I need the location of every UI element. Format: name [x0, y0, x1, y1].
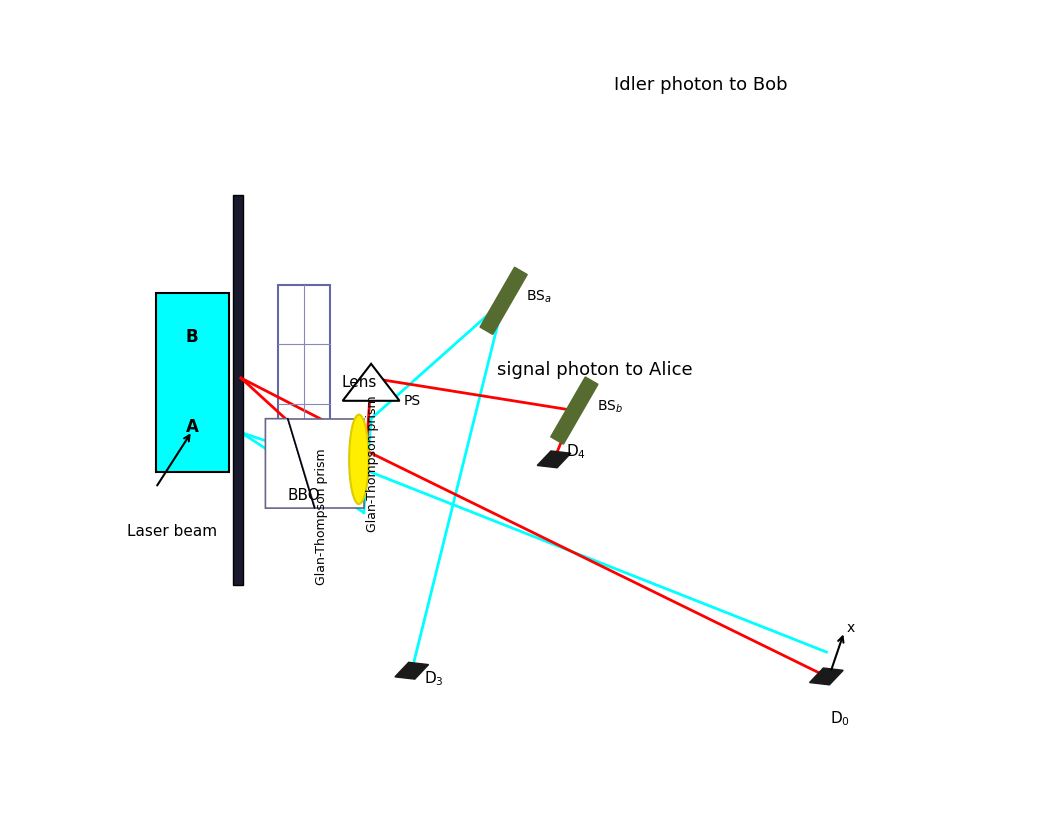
- Text: A: A: [186, 418, 198, 436]
- FancyBboxPatch shape: [155, 293, 228, 472]
- Polygon shape: [480, 267, 527, 334]
- Text: Laser beam: Laser beam: [127, 524, 217, 539]
- FancyBboxPatch shape: [277, 285, 331, 463]
- Text: BS$_a$: BS$_a$: [527, 289, 552, 305]
- FancyBboxPatch shape: [233, 195, 243, 585]
- Text: BS$_b$: BS$_b$: [597, 398, 624, 415]
- Text: signal photon to Alice: signal photon to Alice: [496, 361, 693, 379]
- Polygon shape: [343, 364, 399, 401]
- Text: D$_3$: D$_3$: [423, 669, 443, 689]
- Polygon shape: [395, 663, 429, 679]
- Polygon shape: [288, 419, 364, 508]
- Text: Glan-Thompson prism: Glan-Thompson prism: [366, 395, 380, 532]
- Text: D$_4$: D$_4$: [566, 441, 586, 461]
- Text: x: x: [847, 620, 855, 635]
- Text: B: B: [186, 328, 198, 346]
- Text: BBO: BBO: [288, 488, 320, 502]
- Ellipse shape: [349, 415, 368, 504]
- Polygon shape: [537, 451, 571, 467]
- Text: Glan-Thompson prism: Glan-Thompson prism: [315, 448, 328, 585]
- Text: PS: PS: [404, 393, 420, 408]
- Polygon shape: [551, 377, 598, 444]
- Polygon shape: [809, 668, 843, 685]
- Text: Idler photon to Bob: Idler photon to Bob: [613, 76, 787, 94]
- Text: Lens: Lens: [341, 376, 377, 390]
- Polygon shape: [265, 419, 315, 508]
- Text: D$_0$: D$_0$: [830, 709, 850, 728]
